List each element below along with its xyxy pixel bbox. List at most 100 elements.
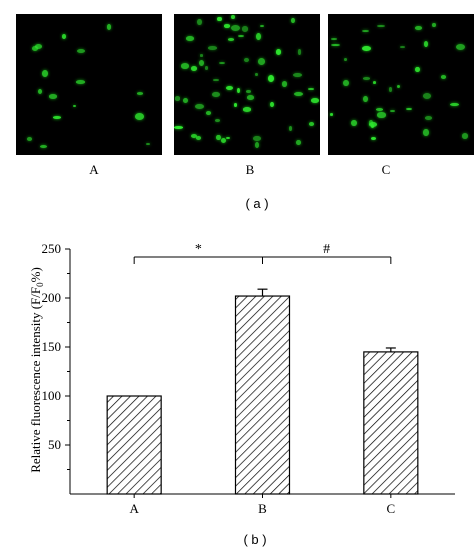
fluorescent-cell xyxy=(244,57,249,62)
fluorescent-cell xyxy=(191,65,198,71)
fluorescent-cell xyxy=(415,26,422,30)
bar-c xyxy=(363,351,419,495)
fluorescent-cell xyxy=(198,59,204,66)
fluorescent-cell xyxy=(310,98,320,104)
fluorescent-cell xyxy=(216,134,221,141)
fluorescent-cell xyxy=(256,33,261,40)
fluorescent-cell xyxy=(390,110,395,113)
fluorescent-cell xyxy=(53,115,61,119)
fluorescent-cell xyxy=(72,104,77,107)
fluorescent-cell xyxy=(372,81,376,84)
y-axis-label-suffix: %) xyxy=(28,267,43,282)
fluorescent-cell xyxy=(423,40,428,47)
fluorescent-cell xyxy=(288,126,292,131)
fluorescent-cell xyxy=(174,125,183,129)
fluorescent-cell xyxy=(422,93,431,99)
fluorescent-cell xyxy=(246,95,255,100)
fluorescent-cell xyxy=(137,92,144,95)
fluorescent-cell xyxy=(291,17,296,24)
fluorescent-cell xyxy=(106,24,112,31)
fluorescent-cell xyxy=(134,113,144,121)
fluorescent-cell xyxy=(230,25,240,32)
fluorescent-cell xyxy=(331,44,341,47)
fluorescent-cell xyxy=(214,119,220,123)
fluorescent-cell xyxy=(208,46,217,51)
fluorescent-cell xyxy=(415,66,420,73)
micrograph-panel-a xyxy=(16,14,162,155)
fluorescent-cell xyxy=(252,135,261,142)
caption-a: ( a ) xyxy=(245,196,269,211)
x-tick-label-c: C xyxy=(386,501,395,516)
fluorescent-cell xyxy=(220,137,227,144)
y-tick-label: 100 xyxy=(42,388,62,403)
y-tick-label: 250 xyxy=(42,241,62,256)
fluorescent-cell xyxy=(182,97,188,103)
fluorescent-cell xyxy=(377,112,386,118)
fluorescent-cell xyxy=(76,79,86,84)
fluorescent-cell xyxy=(351,119,357,126)
fluorescent-cell xyxy=(440,75,447,79)
fluorescent-cell xyxy=(190,133,197,138)
fluorescent-cell xyxy=(330,38,338,41)
fluorescent-cell xyxy=(197,18,202,26)
fluorescent-cell xyxy=(231,15,235,20)
fluorescent-cell xyxy=(34,43,43,50)
fluorescent-cell xyxy=(361,30,370,33)
fluorescent-cell xyxy=(37,88,43,94)
fluorescent-cell xyxy=(185,35,195,41)
fluorescent-cell xyxy=(329,113,334,116)
fluorescent-cell xyxy=(258,58,266,66)
significance-symbol-1: * xyxy=(195,242,202,257)
fluorescent-cell xyxy=(270,101,275,108)
fluorescent-cell xyxy=(296,140,301,146)
fluorescent-cell xyxy=(281,80,288,87)
fluorescent-cell xyxy=(423,129,429,136)
fluorescent-cell xyxy=(217,16,222,22)
fluorescent-cell xyxy=(145,142,150,146)
fluorescent-cell xyxy=(237,34,245,38)
fluorescent-cell xyxy=(424,115,433,120)
fluorescent-cell xyxy=(267,74,274,82)
significance-brackets: * # xyxy=(133,242,392,264)
fluorescent-cell xyxy=(212,91,220,98)
fluorescent-cell xyxy=(308,87,314,91)
fluorescent-cell xyxy=(342,80,349,87)
micrograph-panel-b xyxy=(174,14,320,155)
y-axis-label-subscript: 0 xyxy=(35,282,45,287)
fluorescent-cell xyxy=(48,94,57,99)
micrograph-label-c: C xyxy=(381,162,391,177)
significance-symbol-2: # xyxy=(323,242,330,257)
fluorescent-cell xyxy=(212,78,219,82)
fluorescent-cell xyxy=(226,85,233,90)
fluorescent-cell xyxy=(226,136,230,140)
fluorescent-cell xyxy=(26,137,33,141)
fluorescent-cell xyxy=(308,122,314,127)
fluorescent-cell xyxy=(174,96,181,101)
fluorescent-cell xyxy=(293,72,302,77)
fluorescent-cell xyxy=(218,61,225,64)
fluorescent-cell xyxy=(205,111,211,116)
fluorescent-cell xyxy=(181,63,190,69)
fluorescent-cell xyxy=(236,87,241,94)
fluorescent-cell xyxy=(241,26,249,32)
fluorescent-cell xyxy=(343,57,348,62)
fluorescent-cell xyxy=(246,89,251,93)
fluorescent-cell xyxy=(275,49,282,55)
fluorescent-cell xyxy=(227,38,234,41)
fluorescent-cell xyxy=(195,104,205,110)
fluorescent-cell xyxy=(456,44,466,51)
fluorescent-cell xyxy=(461,132,469,139)
fluorescent-cell xyxy=(254,72,258,77)
fluorescent-cell xyxy=(61,34,66,40)
fluorescent-cell xyxy=(233,103,238,107)
fluorescent-cell xyxy=(449,102,459,107)
bar-b xyxy=(234,295,291,495)
fluorescent-cell xyxy=(376,24,386,28)
fluorescent-cell xyxy=(223,24,231,28)
chart-bars xyxy=(106,288,419,495)
y-axis-label: Relative fluorescence intensity (F/F0%) xyxy=(28,267,45,473)
fluorescent-cell xyxy=(396,84,400,89)
y-tick-label: 50 xyxy=(48,437,61,452)
fluorescent-cell xyxy=(362,45,372,52)
y-axis-label-main: Relative fluorescence intensity (F/F xyxy=(28,287,43,473)
